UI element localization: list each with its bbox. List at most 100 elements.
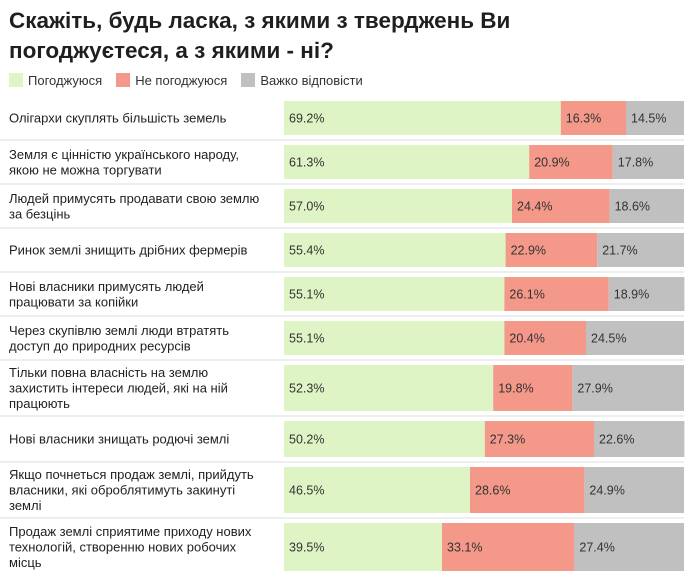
category-label-line: за безцінь [9,206,71,221]
category-label-line: Через скупівлю землі люди втратять [9,323,229,338]
data-label-agree: 55.4% [289,244,324,258]
data-label-disagree: 20.4% [509,332,544,346]
bar-segment-disagree [484,421,594,457]
data-label-hard: 24.9% [589,484,624,498]
category-label-line: Нові власники примусять людей [9,279,204,294]
bar-segment-hard [608,277,685,311]
category-label-line: Нові власники знищать родючі землі [9,432,229,447]
data-label-agree: 57.0% [289,200,324,214]
bar-segment-agree [284,277,505,311]
bar-segment-agree [284,101,561,135]
bar-row-10: Продаж землі сприятиме приходу нових техн… [9,523,684,571]
data-label-hard: 14.5% [631,112,666,126]
bar-segment-agree [284,523,442,571]
bar-segment-hard [586,321,684,355]
bar-row-7: Тільки повна власність на землю захистить… [0,365,684,417]
data-label-agree: 55.1% [289,332,324,346]
category-label-line: доступ до природних ресурсів [9,338,191,353]
category-label-line: захистить інтереси людей, які на ній [9,381,228,396]
data-label-disagree: 33.1% [447,541,482,555]
bar-row-5: Нові власники примусять людей працювати з… [0,277,685,317]
category-label-5: Нові власники примусять людей працювати з… [9,279,204,310]
legend-item-hard: Важко відповісти [241,73,363,88]
category-label-line: Ринок землі знищить дрібних фермерів [9,243,248,258]
category-label-line: Земля є цінністю українського народу, [9,147,239,162]
legend-label-disagree: Не погоджуюся [135,72,228,88]
data-label-agree: 69.2% [289,112,324,126]
bar-segment-hard [572,365,684,411]
legend-swatch-agree [9,73,23,87]
data-label-hard: 22.6% [599,433,634,447]
category-label-line: якою не можна торгувати [9,162,162,177]
legend-label-agree: Погоджуюся [28,72,103,88]
bar-segment-disagree [560,101,626,135]
data-label-disagree: 24.4% [517,200,552,214]
bar-segment-hard [584,467,684,513]
bar-segment-hard [594,421,685,457]
data-label-disagree: 20.9% [534,156,569,170]
legend-item-disagree: Не погоджуюся [116,73,227,88]
bar-row-2: Земля є цінністю українського народу, яко… [0,145,684,185]
data-label-hard: 17.8% [618,156,653,170]
data-label-agree: 55.1% [289,288,324,302]
chart-title: Скажіть, будь ласка, з якими з тверджень… [9,8,511,63]
category-label-8: Нові власники знищать родючі землі [9,432,229,447]
category-label-line: Людей примусять продавати свою землю [9,191,260,206]
category-label-line: власники, які оброблятимуть закинуті [9,483,235,498]
bar-segment-disagree [529,145,613,179]
data-label-hard: 27.4% [579,541,614,555]
bar-segment-hard [609,189,684,223]
data-label-disagree: 16.3% [566,112,601,126]
data-label-hard: 18.9% [614,288,649,302]
bar-row-4: Ринок землі знищить дрібних фермерів 55.4… [0,233,684,273]
data-label-hard: 18.6% [615,200,650,214]
bar-segment-agree [284,421,485,457]
bar-segment-agree [284,233,506,267]
data-label-hard: 24.5% [591,332,626,346]
bar-segment-agree [284,189,512,223]
bar-segment-disagree [504,321,586,355]
legend-item-agree: Погоджуюся [9,73,102,88]
data-label-agree: 61.3% [289,156,324,170]
category-label-3: Людей примусять продавати свою землю за б… [9,191,260,222]
bar-segment-disagree [493,365,573,411]
data-label-agree: 52.3% [289,382,324,396]
category-label-line: землі [9,498,42,513]
category-label-10: Продаж землі сприятиме приходу нових техн… [9,524,252,570]
category-label-line: Продаж землі сприятиме приходу нових [9,524,252,539]
category-label-line: працювати за копійки [9,294,138,309]
data-label-hard: 27.9% [577,382,612,396]
bar-segment-hard [574,523,684,571]
category-label-7: Тільки повна власність на землю захистить… [9,365,228,411]
category-label-6: Через скупівлю землі люди втратять доступ… [9,323,229,354]
data-label-hard: 21.7% [602,244,637,258]
data-label-agree: 39.5% [289,541,324,555]
data-label-agree: 46.5% [289,484,324,498]
data-label-disagree: 27.3% [490,433,525,447]
bar-segment-agree [284,145,530,179]
category-label-line: Олігархи скуплять більшість земель [9,111,227,126]
data-label-disagree: 19.8% [498,382,533,396]
category-label-2: Земля є цінністю українського народу, яко… [9,147,239,178]
bar-segment-agree [284,365,494,411]
bar-row-6: Через скупівлю землі люди втратять доступ… [0,321,684,361]
bar-segment-agree [284,321,505,355]
bar-segment-disagree [512,189,610,223]
bar-segment-hard [597,233,684,267]
category-label-line: Тільки повна власність на землю [9,365,208,380]
data-label-agree: 50.2% [289,433,324,447]
bar-segment-disagree [505,233,598,267]
bar-segment-disagree [470,467,585,513]
data-label-disagree: 22.9% [511,244,546,258]
category-label-line: місць [9,555,42,570]
category-label-9: Якщо почнеться продаж землі, прийдуть вла… [9,467,254,513]
bar-row-8: Нові власники знищать родючі землі 50.2% 2… [0,421,685,463]
category-label-1: Олігархи скуплять більшість земель [9,111,227,126]
legend-swatch-hard [241,73,256,87]
legend-swatch-disagree [116,73,131,87]
bar-row-3: Людей примусять продавати свою землю за б… [0,189,684,229]
category-label-4: Ринок землі знищить дрібних фермерів [9,243,248,258]
data-label-disagree: 26.1% [509,288,544,302]
bar-row-1: Олігархи скуплять більшість земель 69.2% 1… [0,101,684,141]
bar-segment-agree [284,467,470,513]
